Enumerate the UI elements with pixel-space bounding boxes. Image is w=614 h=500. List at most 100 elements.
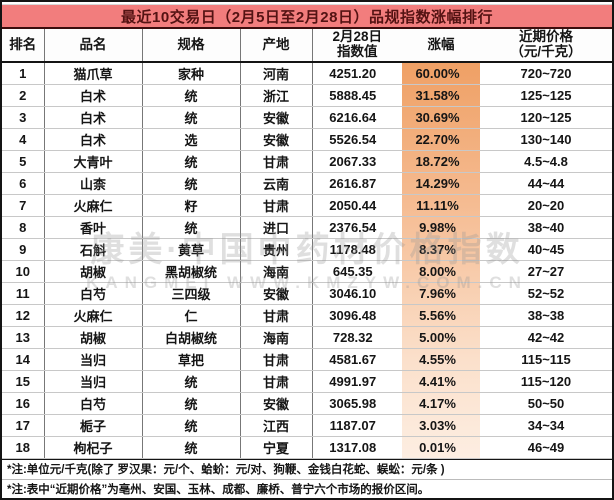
header-index: 2月28日 指数值 [312, 29, 402, 63]
rank-cell: 11 [2, 282, 45, 305]
change-cell: 31.58% [402, 84, 480, 107]
spec-cell: 统 [142, 392, 241, 415]
footnotes: *注:单位元/千克(除了 罗汉果：元/个、蛤蚧：元/对、狗鞭、金钱白花蛇、蜈蚣：… [2, 458, 612, 498]
index-cell: 6216.64 [312, 106, 402, 129]
spec-cell: 统 [142, 370, 241, 393]
table-row: 17 栀子统江西 1187.07 3.03% 34~34 [2, 414, 612, 437]
header-index-line1: 2月28日 [332, 29, 383, 45]
spec-cell: 黑胡椒统 [142, 260, 241, 283]
table-row: 9 石斛 黄草 贵州 1178.48 8.37% 40~45 [2, 238, 612, 261]
change-cell: 4.41% [402, 370, 480, 393]
rank-cell: 18 [2, 436, 45, 459]
rank-cell: 4 [2, 128, 45, 151]
index-cell: 1317.08 [312, 436, 402, 459]
origin-cell: 浙江 [240, 84, 313, 107]
table-row: 3 白术统安徽 6216.64 30.69% 120~125 [2, 106, 612, 129]
rank-cell: 3 [2, 106, 45, 129]
origin-cell: 海南 [240, 326, 313, 349]
rank-cell: 16 [2, 392, 45, 415]
spec-cell: 白胡椒统 [142, 326, 241, 349]
spec-cell: 统 [142, 216, 241, 239]
rank-cell: 7 [2, 194, 45, 217]
price-cell: 50~50 [480, 392, 612, 415]
price-cell: 34~34 [480, 414, 612, 437]
name-cell: 当归 [44, 348, 143, 371]
change-cell: 4.55% [402, 348, 480, 371]
table-row: 18 枸杞子统宁夏 1317.08 0.01% 46~49 [2, 436, 612, 459]
header-price-line1: 近期价格 [519, 29, 573, 45]
table-row: 15 当归统甘肃 4991.97 4.41% 115~120 [2, 370, 612, 393]
spec-cell: 黄草 [142, 238, 241, 261]
name-cell: 火麻仁 [44, 194, 143, 217]
top-strip [2, 2, 612, 5]
header-name: 品名 [44, 29, 143, 63]
change-cell: 3.03% [402, 414, 480, 437]
spec-cell: 统 [142, 414, 241, 437]
rank-cell: 12 [2, 304, 45, 327]
change-cell: 8.37% [402, 238, 480, 261]
table-row: 7 火麻仁籽甘肃 2050.44 11.11% 20~20 [2, 194, 612, 217]
name-cell: 火麻仁 [44, 304, 143, 327]
price-cell: 20~20 [480, 194, 612, 217]
change-cell: 7.96% [402, 282, 480, 305]
change-cell: 5.56% [402, 304, 480, 327]
price-cell: 115~115 [480, 348, 612, 371]
header-index-line2: 指数值 [337, 44, 378, 59]
change-cell: 30.69% [402, 106, 480, 129]
price-cell: 46~49 [480, 436, 612, 459]
header-price: 近期价格 （元/千克） [480, 29, 612, 63]
rank-cell: 15 [2, 370, 45, 393]
change-cell: 5.00% [402, 326, 480, 349]
table-row: 8 香叶统进口 2376.54 9.98% 38~40 [2, 216, 612, 239]
table-row: 14 当归 草把 甘肃 4581.67 4.55% 115~115 [2, 348, 612, 371]
spec-cell: 统 [142, 436, 241, 459]
spec-cell: 统 [142, 172, 241, 195]
origin-cell: 安徽 [240, 392, 313, 415]
change-cell: 22.70% [402, 128, 480, 151]
index-cell: 4251.20 [312, 62, 402, 85]
origin-cell: 甘肃 [240, 348, 313, 371]
table-row: 4 白术选安徽 5526.54 22.70% 130~140 [2, 128, 612, 151]
header-rank: 排名 [2, 29, 45, 63]
rank-cell: 5 [2, 150, 45, 173]
price-index-table: 排名 品名 规格 产地 2月28日 指数值 涨幅 近期价格 （元/千克） 1 猫爪… [2, 29, 612, 459]
table-row: 16 白芍统安徽 3065.98 4.17% 50~50 [2, 392, 612, 415]
change-cell: 14.29% [402, 172, 480, 195]
change-cell: 9.98% [402, 216, 480, 239]
origin-cell: 河南 [240, 62, 313, 85]
rank-cell: 2 [2, 84, 45, 107]
index-cell: 4991.97 [312, 370, 402, 393]
origin-cell: 安徽 [240, 128, 313, 151]
change-cell: 8.00% [402, 260, 480, 283]
change-cell: 4.17% [402, 392, 480, 415]
table-row: 5 大青叶统甘肃 2067.33 18.72% 4.5~4.8 [2, 150, 612, 173]
spec-cell: 三四级 [142, 282, 241, 305]
rank-cell: 8 [2, 216, 45, 239]
footnote-markets: *注:表中“近期价格”为亳州、安国、玉林、成都、廉桥、普宁六个市场的报价区间。 [2, 478, 612, 498]
origin-cell: 贵州 [240, 238, 313, 261]
header-row: 排名 品名 规格 产地 2月28日 指数值 涨幅 近期价格 （元/千克） [2, 29, 612, 63]
table-body: 1 猫爪草 家种 河南 4251.20 60.00% 720~720 2 白术统浙江 5888.4… [2, 62, 612, 459]
name-cell: 白术 [44, 128, 143, 151]
spec-cell: 统 [142, 106, 241, 129]
price-cell: 130~140 [480, 128, 612, 151]
index-cell: 2050.44 [312, 194, 402, 217]
rank-cell: 6 [2, 172, 45, 195]
name-cell: 猫爪草 [44, 62, 143, 85]
table-row: 10 胡椒 黑胡椒统 海南 645.35 8.00% 27~27 [2, 260, 612, 283]
page-title: 最近10交易日（2月5日至2月28日）品规指数涨幅排行 [121, 8, 493, 26]
rank-cell: 13 [2, 326, 45, 349]
index-cell: 3046.10 [312, 282, 402, 305]
rank-cell: 1 [2, 62, 45, 85]
origin-cell: 安徽 [240, 106, 313, 129]
price-cell: 720~720 [480, 62, 612, 85]
name-cell: 枸杞子 [44, 436, 143, 459]
origin-cell: 云南 [240, 172, 313, 195]
index-cell: 3065.98 [312, 392, 402, 415]
price-cell: 125~125 [480, 84, 612, 107]
name-cell: 香叶 [44, 216, 143, 239]
price-cell: 115~120 [480, 370, 612, 393]
table-row: 12 火麻仁仁甘肃 3096.48 5.56% 38~38 [2, 304, 612, 327]
rank-cell: 10 [2, 260, 45, 283]
index-cell: 5526.54 [312, 128, 402, 151]
